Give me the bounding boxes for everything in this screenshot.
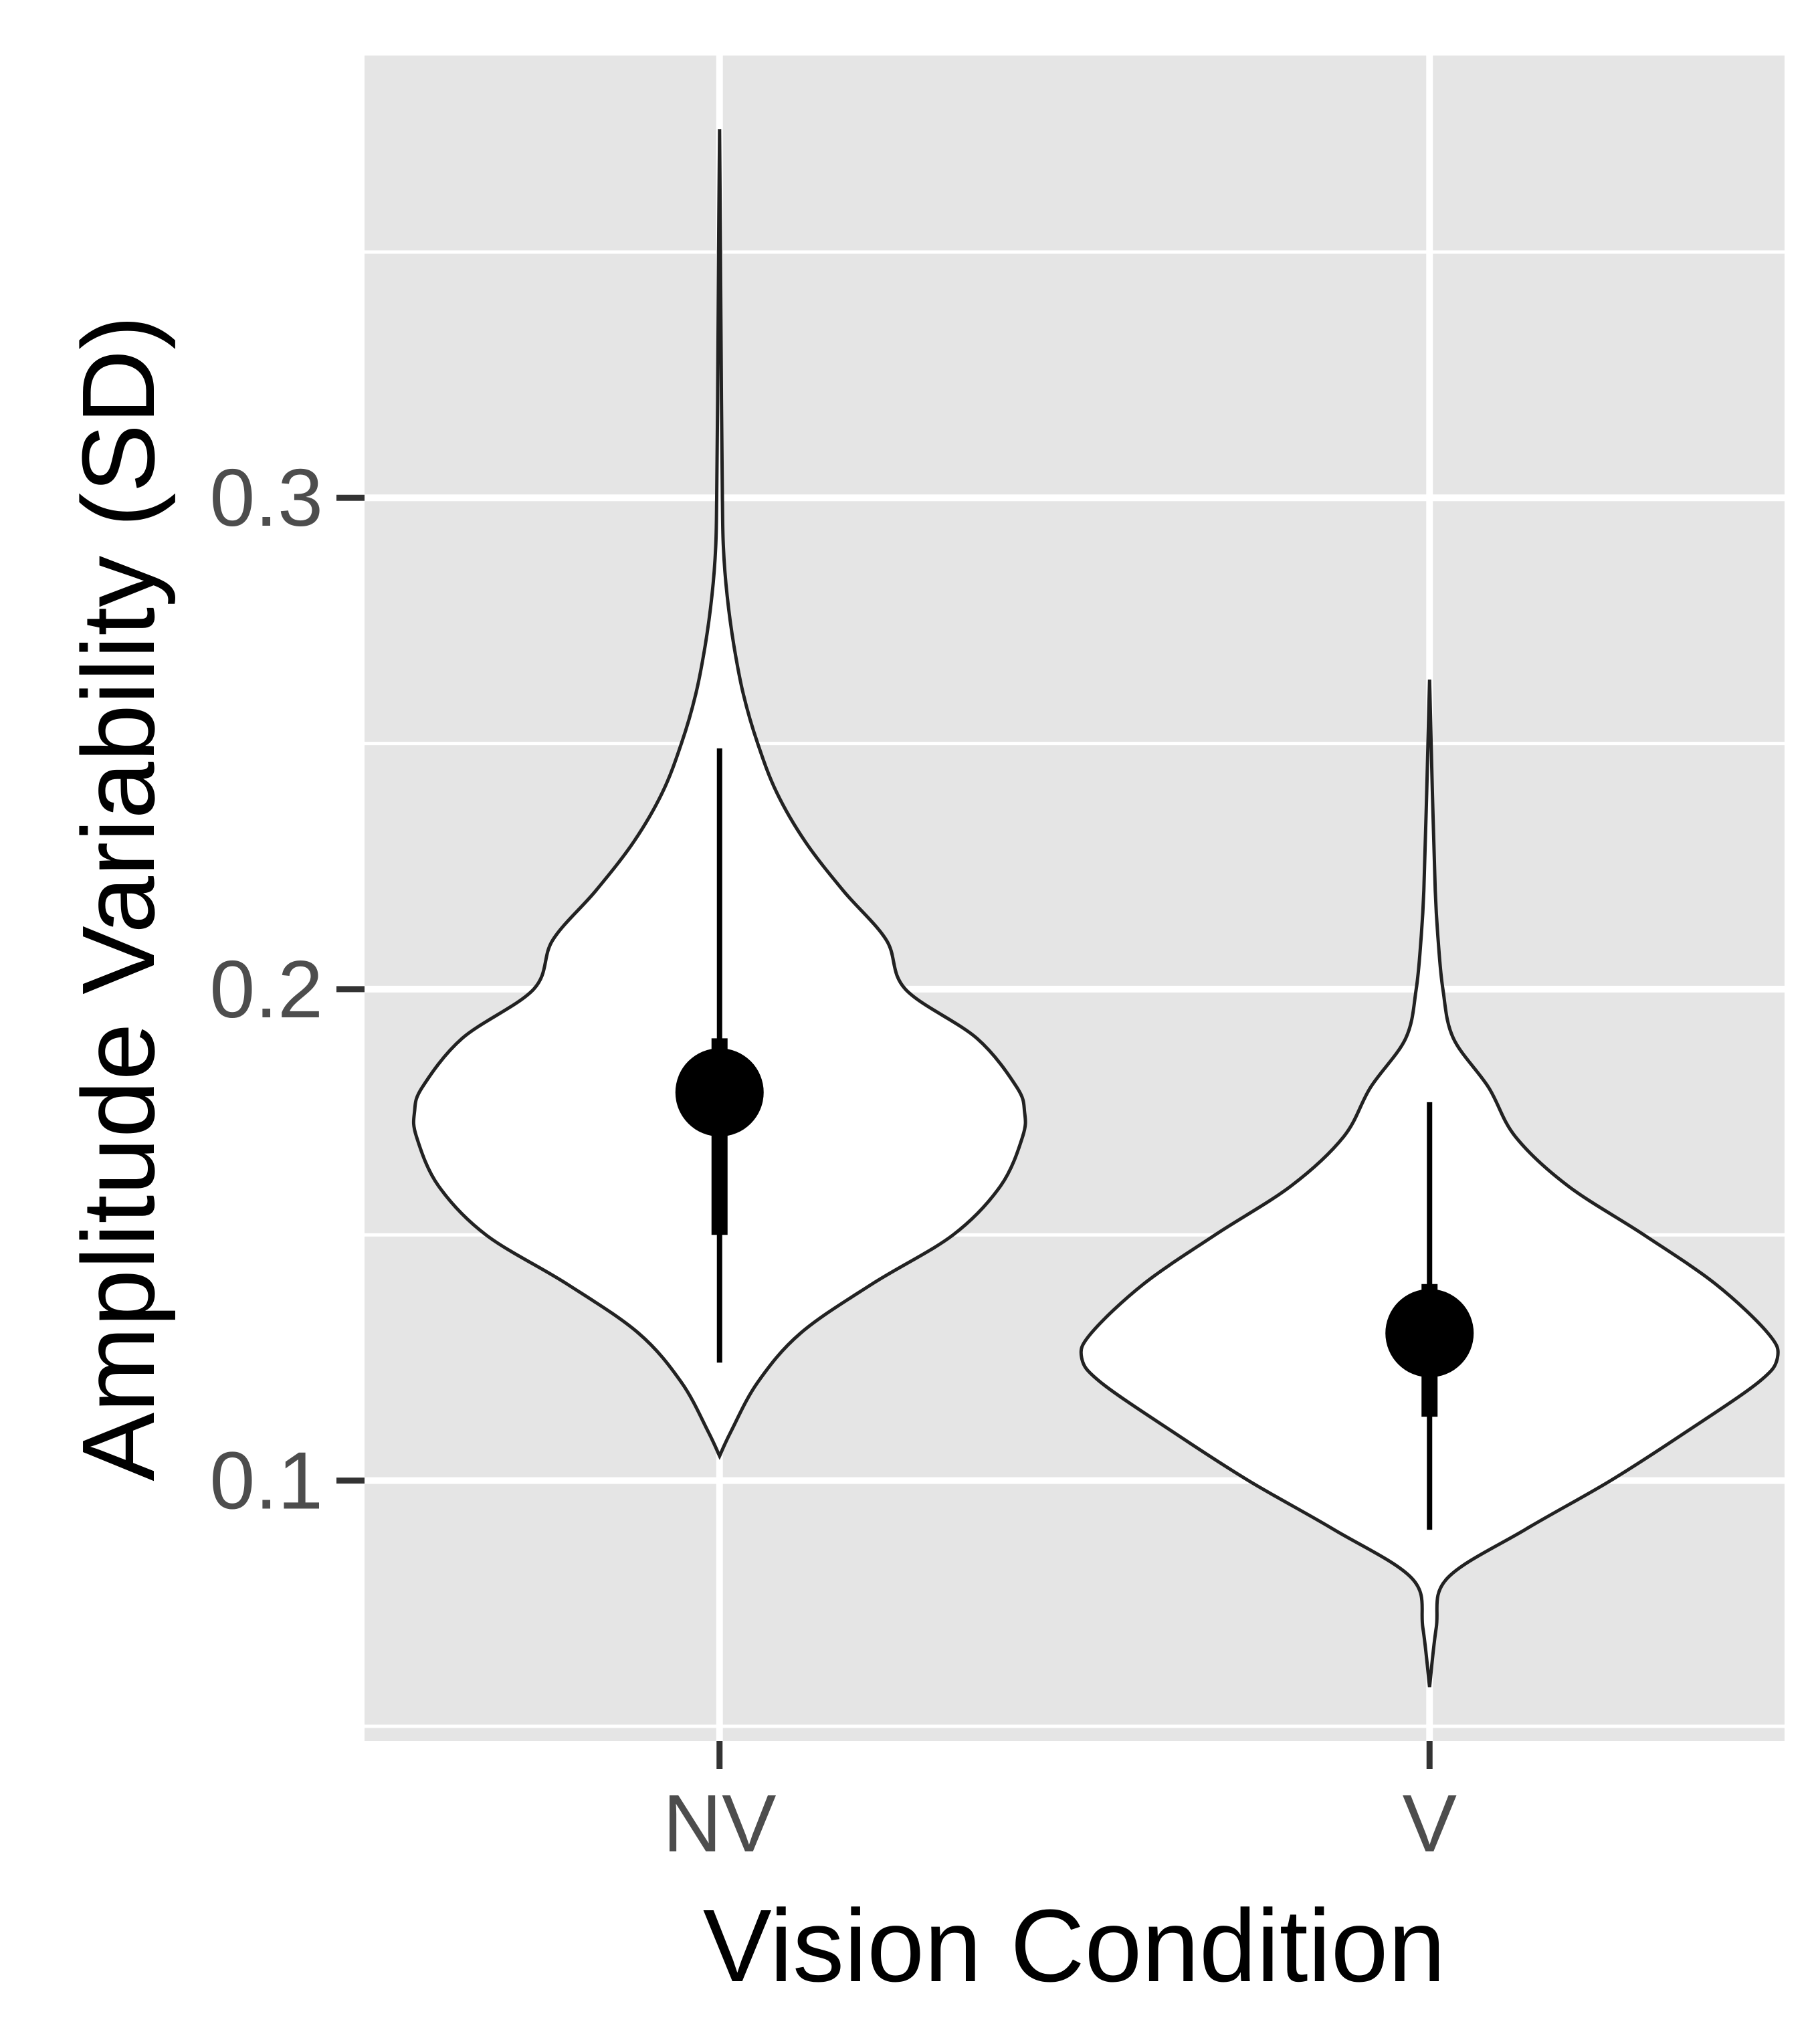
x-axis-title: Vision Condition — [703, 1888, 1445, 2003]
median-point — [1385, 1289, 1474, 1378]
y-tick-label: 0.3 — [209, 452, 323, 543]
x-axis: NV V — [663, 1741, 1457, 1869]
violins — [411, 129, 1780, 1688]
violin-v — [1079, 680, 1780, 1688]
x-tick-label: NV — [663, 1778, 776, 1869]
y-tick-label: 0.2 — [209, 944, 323, 1035]
y-axis: 0.1 0.2 0.3 — [209, 452, 365, 1526]
y-axis-title: Amplitude Variability (SD) — [61, 315, 176, 1481]
median-point — [675, 1048, 764, 1137]
x-tick-label: V — [1403, 1778, 1457, 1869]
y-tick-label: 0.1 — [209, 1435, 323, 1526]
violin-nv — [411, 129, 1027, 1460]
